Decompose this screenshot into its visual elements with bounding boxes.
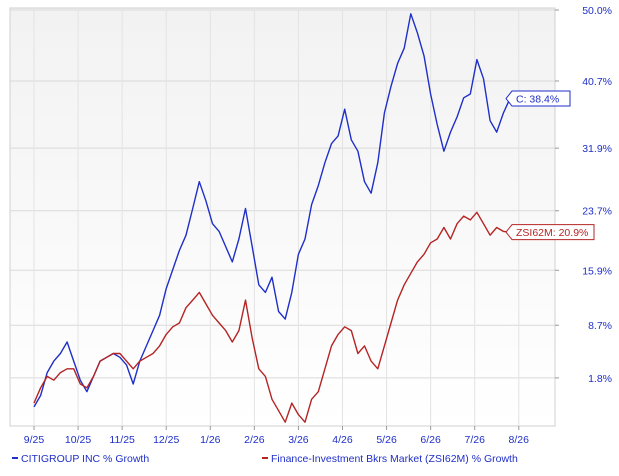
zsi62m-end-label: ZSI62M: 20.9%	[516, 227, 588, 239]
x-tick-label: 9/25	[24, 434, 45, 446]
series-lines	[33, 13, 537, 423]
x-tick-label: 3/26	[288, 434, 309, 446]
citigroup-series-line	[33, 13, 537, 408]
x-tick-label: 7/26	[464, 434, 485, 446]
end-labels: C: 38.4% ZSI62M: 20.9%	[505, 90, 595, 241]
citigroup-end-label-box	[505, 90, 571, 107]
x-tick-label: 1/26	[200, 434, 221, 446]
y-tick-label: 8.7%	[588, 320, 612, 332]
zsi62m-series-line	[33, 211, 537, 423]
zsi62m-end-label-box	[505, 224, 595, 241]
x-tick-label: 6/26	[420, 434, 441, 446]
y-axis: 50.0% 40.7% 31.9% 23.7% 15.9% 8.7% 1.8%	[555, 5, 612, 385]
x-axis: 9/25 10/25 11/25 12/25 1/26 2/26 3/26 4/26 5/26 6…	[24, 426, 529, 446]
x-tick-label: 2/26	[244, 434, 265, 446]
citigroup-end-label: C: 38.4%	[516, 94, 559, 106]
y-tick-label: 31.9%	[582, 143, 612, 155]
y-tick-label: 50.0%	[582, 5, 612, 17]
y-tick-label: 40.7%	[582, 76, 612, 88]
legend-label-citigroup: CITIGROUP INC % Growth	[21, 453, 149, 465]
x-tick-label: 12/25	[153, 434, 179, 446]
y-tick-label: 23.7%	[582, 206, 612, 218]
grid-lines	[10, 8, 555, 426]
x-tick-label: 5/26	[376, 434, 397, 446]
x-tick-label: 11/25	[109, 434, 135, 446]
x-tick-label: 4/26	[332, 434, 353, 446]
x-tick-label: 10/25	[65, 434, 91, 446]
legend-label-zsi62m: Finance-Investment Bkrs Market (ZSI62M) …	[271, 453, 518, 465]
y-tick-label: 15.9%	[582, 265, 612, 277]
x-tick-label: 8/26	[509, 434, 530, 446]
legend: CITIGROUP INC % Growth Finance-Investment…	[12, 453, 518, 465]
y-tick-label: 1.8%	[588, 373, 612, 385]
